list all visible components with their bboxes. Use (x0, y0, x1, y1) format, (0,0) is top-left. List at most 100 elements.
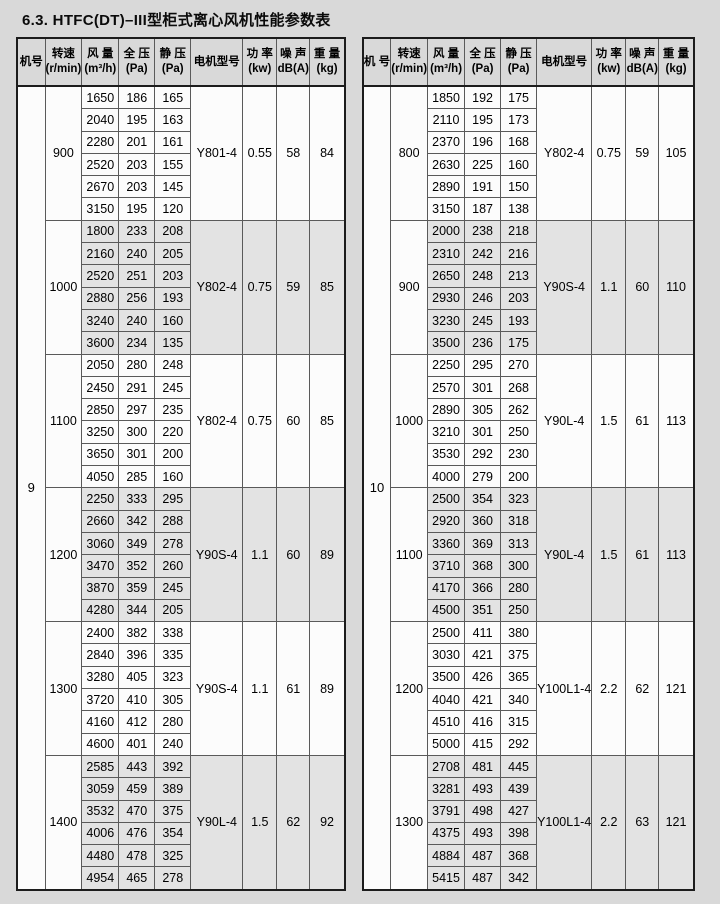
static-pressure-cell: 280 (500, 576, 538, 600)
total-pressure-cell: 279 (464, 465, 502, 489)
noise-cell: 63 (625, 754, 660, 891)
static-pressure-cell: 150 (500, 175, 538, 199)
static-pressure-cell: 216 (500, 242, 538, 266)
col-header-label: 功 率 (246, 48, 273, 61)
total-pressure-cell: 234 (118, 331, 156, 355)
weight-cell: 113 (658, 353, 695, 489)
total-pressure-cell: 478 (118, 844, 156, 868)
static-pressure-cell: 203 (154, 264, 192, 288)
speed-cell: 1200 (44, 487, 83, 623)
weight-cell: 85 (309, 219, 346, 355)
total-pressure-cell: 459 (118, 777, 156, 801)
speed-cell: 1000 (390, 353, 429, 489)
static-pressure-cell: 375 (154, 799, 192, 823)
col-header-static_pressure: 静 压 (Pa) (500, 37, 538, 87)
power-cell: 0.55 (242, 85, 278, 221)
airflow-cell: 2310 (427, 242, 466, 266)
table-row: 3532 470 375 (17, 799, 345, 823)
total-pressure-cell: 301 (464, 420, 502, 444)
col-header-unit: (m³/h) (84, 63, 117, 75)
total-pressure-cell: 415 (464, 732, 502, 756)
table-row: 3500 426 365 (363, 665, 694, 690)
speed-cell: 1200 (390, 621, 429, 756)
total-pressure-cell: 481 (464, 754, 502, 779)
airflow-cell: 2850 (81, 398, 120, 422)
col-header-unit: (kg) (665, 63, 687, 75)
col-header-motor: 电机型号 (536, 37, 593, 87)
col-header-total_pressure: 全 压 (Pa) (118, 37, 156, 87)
total-pressure-cell: 246 (464, 286, 502, 310)
total-pressure-cell: 256 (118, 286, 156, 310)
airflow-cell: 3532 (81, 799, 120, 823)
col-header-unit: (r/min) (45, 63, 82, 75)
airflow-cell: 5415 (427, 866, 466, 891)
static-pressure-cell: 205 (154, 598, 192, 623)
motor-model-cell: Y90S-4 (536, 219, 593, 355)
table-row: 3650 301 200 (17, 442, 345, 467)
weight-cell: 110 (658, 219, 695, 355)
col-header-unit: (kw) (597, 63, 621, 75)
table-row: 3030 421 375 (363, 643, 694, 667)
static-pressure-cell: 175 (500, 85, 538, 110)
table-row: 3710 368 300 (363, 554, 694, 578)
speed-cell: 900 (390, 219, 429, 355)
static-pressure-cell: 270 (500, 353, 538, 377)
total-pressure-cell: 421 (464, 688, 502, 712)
airflow-cell: 3059 (81, 777, 120, 801)
airflow-cell: 2050 (81, 353, 120, 377)
total-pressure-cell: 351 (464, 598, 502, 623)
airflow-cell: 4170 (427, 576, 466, 600)
static-pressure-cell: 220 (154, 420, 192, 444)
weight-cell: 121 (658, 621, 695, 756)
noise-cell: 62 (276, 754, 311, 891)
power-cell: 0.75 (591, 85, 627, 221)
static-pressure-cell: 365 (500, 665, 538, 690)
total-pressure-cell: 359 (118, 576, 156, 600)
total-pressure-cell: 195 (118, 108, 156, 132)
motor-model-cell: Y802-4 (536, 85, 593, 221)
airflow-cell: 3870 (81, 576, 120, 600)
total-pressure-cell: 410 (118, 688, 156, 712)
total-pressure-cell: 203 (118, 175, 156, 199)
airflow-cell: 3150 (427, 197, 466, 221)
airflow-cell: 4500 (427, 598, 466, 623)
table-row: 4050 285 160 (17, 465, 345, 489)
total-pressure-cell: 476 (118, 821, 156, 846)
power-cell: 0.75 (242, 353, 278, 489)
weight-cell: 89 (309, 487, 346, 623)
airflow-cell: 2370 (427, 130, 466, 154)
table-row: 2570 301 268 (363, 375, 694, 400)
machine-number-cell: 10 (362, 85, 392, 891)
table-row: 10 800 1850 192 175 Y802-4 0.75 59 105 (362, 85, 695, 891)
col-header-label: 静 压 (159, 48, 186, 61)
total-pressure-cell: 280 (118, 353, 156, 377)
static-pressure-cell: 325 (154, 844, 192, 868)
col-header-machine: 机号 (16, 37, 46, 87)
static-pressure-cell: 160 (154, 308, 192, 333)
table-row: 1100 2500 354 323 Y90L-4 1.5 61 113 (363, 487, 695, 623)
static-pressure-cell: 193 (154, 286, 192, 310)
speed-cell: 800 (390, 85, 429, 221)
static-pressure-cell: 135 (154, 331, 192, 355)
static-pressure-cell: 160 (500, 152, 538, 177)
airflow-cell: 2670 (81, 175, 120, 199)
total-pressure-cell: 233 (118, 219, 156, 244)
airflow-cell: 3030 (427, 643, 466, 667)
static-pressure-cell: 168 (500, 130, 538, 154)
table-row: 1200 2500 411 380 Y100L1-4 2.2 62 121 (363, 621, 695, 756)
total-pressure-cell: 301 (118, 442, 156, 467)
airflow-cell: 2280 (81, 130, 120, 154)
static-pressure-cell: 368 (500, 844, 538, 868)
static-pressure-cell: 278 (154, 531, 192, 556)
total-pressure-cell: 297 (118, 398, 156, 422)
total-pressure-cell: 236 (464, 331, 502, 355)
table-row: 4280 344 205 (17, 598, 345, 623)
airflow-cell: 1800 (81, 219, 120, 244)
table-row: 3791 498 427 (363, 799, 694, 823)
airflow-cell: 2400 (81, 621, 120, 645)
total-pressure-cell: 382 (118, 621, 156, 645)
total-pressure-cell: 292 (464, 442, 502, 467)
static-pressure-cell: 248 (154, 353, 192, 377)
col-header-power: 功 率 (kw) (591, 37, 627, 87)
table-row: 2930 246 203 (363, 286, 694, 310)
